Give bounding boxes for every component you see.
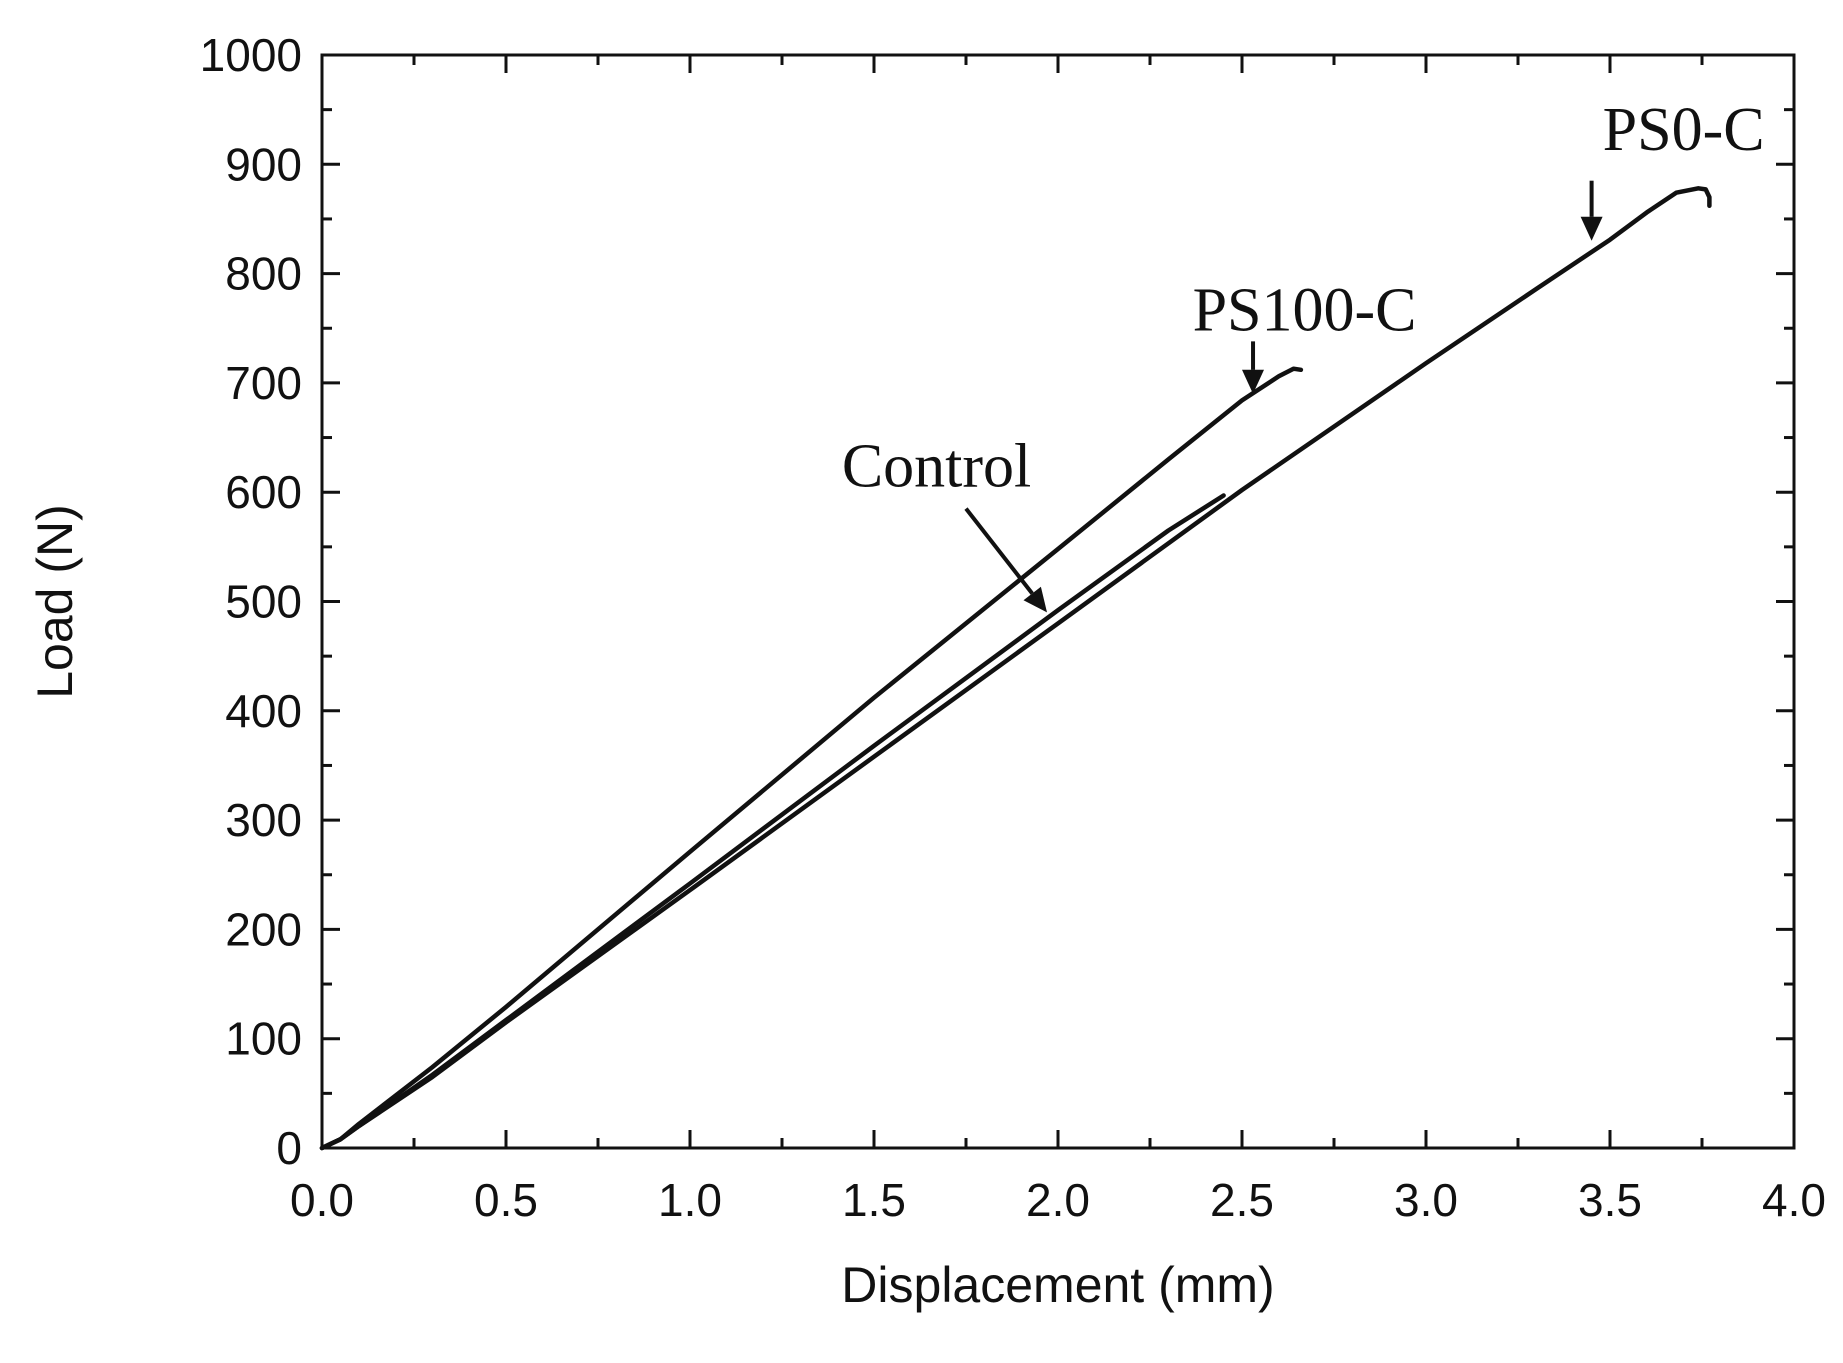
x-tick-label: 3.5 bbox=[1578, 1174, 1642, 1226]
y-tick-label: 300 bbox=[225, 794, 302, 846]
x-axis-title: Displacement (mm) bbox=[841, 1257, 1274, 1313]
annotation-arrowhead-ps0-c bbox=[1580, 216, 1603, 241]
annotation-label-ps100-c: PS100-C bbox=[1193, 276, 1417, 344]
curves-layer bbox=[319, 186, 1712, 1151]
series-line-ps100-c bbox=[319, 366, 1304, 1151]
y-axis-title: Load (N) bbox=[27, 504, 83, 699]
y-tick-label: 900 bbox=[225, 138, 302, 190]
annotation-arrow-control bbox=[964, 507, 1034, 595]
annotation-arrowhead-control bbox=[1023, 586, 1047, 613]
x-tick-label: 2.0 bbox=[1026, 1174, 1090, 1226]
annotation-label-ps0-c: PS0-C bbox=[1603, 96, 1765, 164]
x-tick-label: 3.0 bbox=[1394, 1174, 1458, 1226]
y-tick-label: 500 bbox=[225, 576, 302, 628]
ticks-layer: 0.0 0.5 1.0 1.5 2.0 2.5 3.0 3.5 4.0 0 100 200 300 400… bbox=[200, 29, 1826, 1226]
plot-frame bbox=[320, 53, 1796, 1150]
series-line-control bbox=[319, 493, 1226, 1151]
x-tick-label: 4.0 bbox=[1762, 1174, 1826, 1226]
annotation-label-control: Control bbox=[842, 433, 1031, 501]
y-tick-label: 1000 bbox=[200, 29, 302, 81]
y-tick-label: 200 bbox=[225, 903, 302, 955]
annotations-layer: PS0-C PS100-C Control bbox=[842, 96, 1765, 613]
y-tick-label: 100 bbox=[225, 1013, 302, 1065]
y-tick-label: 0 bbox=[276, 1122, 302, 1174]
x-tick-label: 0.5 bbox=[474, 1174, 538, 1226]
y-tick-label: 700 bbox=[225, 357, 302, 409]
y-tick-label: 400 bbox=[225, 685, 302, 737]
x-tick-label: 2.5 bbox=[1210, 1174, 1274, 1226]
y-tick-label: 600 bbox=[225, 466, 302, 518]
x-tick-label: 1.0 bbox=[658, 1174, 722, 1226]
x-tick-label: 0.0 bbox=[290, 1174, 354, 1226]
x-tick-label: 1.5 bbox=[842, 1174, 906, 1226]
annotation-arrowhead-ps100-c bbox=[1242, 369, 1264, 394]
y-tick-label: 800 bbox=[225, 248, 302, 300]
